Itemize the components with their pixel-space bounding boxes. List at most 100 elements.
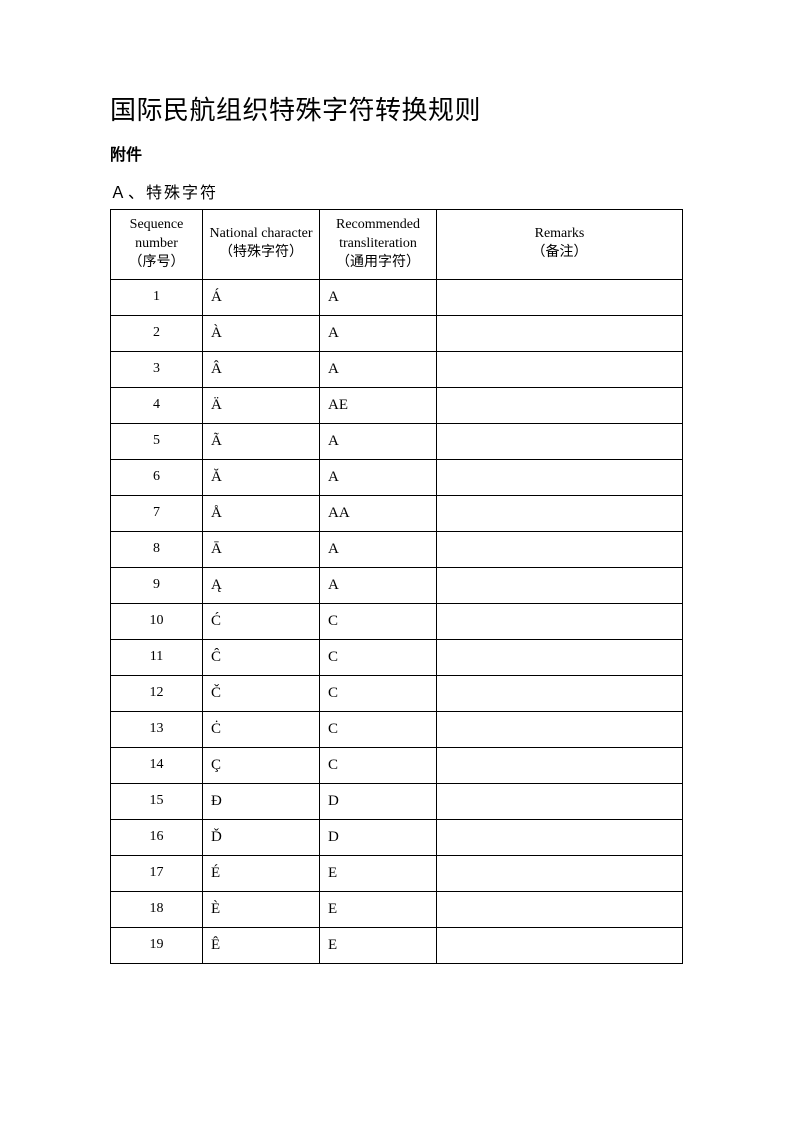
sequence-cell: 5 — [111, 423, 203, 459]
remarks-cell — [437, 711, 683, 747]
remarks-cell — [437, 531, 683, 567]
transliteration-cell: C — [320, 747, 437, 783]
transliteration-cell: C — [320, 711, 437, 747]
character-cell: Ċ — [203, 711, 320, 747]
character-cell: É — [203, 855, 320, 891]
transliteration-cell: A — [320, 567, 437, 603]
transliteration-table: Sequence number （序号） National character … — [110, 209, 683, 964]
character-cell: Ā — [203, 531, 320, 567]
character-cell: Đ — [203, 783, 320, 819]
transliteration-cell: E — [320, 927, 437, 963]
remarks-cell — [437, 423, 683, 459]
subtitle: 附件 — [110, 141, 683, 165]
transliteration-cell: C — [320, 675, 437, 711]
col-header-transliteration-zh: （通用字符） — [336, 255, 420, 270]
col-header-character-en: National character — [210, 226, 313, 241]
col-header-sequence: Sequence number （序号） — [111, 210, 203, 280]
sequence-cell: 6 — [111, 459, 203, 495]
character-cell: Ď — [203, 819, 320, 855]
sequence-cell: 7 — [111, 495, 203, 531]
character-cell: Ã — [203, 423, 320, 459]
table-header-row: Sequence number （序号） National character … — [111, 210, 683, 280]
character-cell: È — [203, 891, 320, 927]
remarks-cell — [437, 891, 683, 927]
col-header-sequence-zh: （序号） — [129, 255, 185, 270]
remarks-cell — [437, 459, 683, 495]
sequence-cell: 18 — [111, 891, 203, 927]
character-cell: À — [203, 315, 320, 351]
table-row: 18ÈE — [111, 891, 683, 927]
table-row: 1ÁA — [111, 279, 683, 315]
table-row: 4ÄAE — [111, 387, 683, 423]
character-cell: Å — [203, 495, 320, 531]
transliteration-cell: A — [320, 423, 437, 459]
table-row: 6ĂA — [111, 459, 683, 495]
transliteration-cell: A — [320, 279, 437, 315]
sequence-cell: 8 — [111, 531, 203, 567]
sequence-cell: 11 — [111, 639, 203, 675]
sequence-cell: 16 — [111, 819, 203, 855]
transliteration-cell: D — [320, 783, 437, 819]
col-header-remarks-en: Remarks — [535, 226, 585, 241]
col-header-character-zh: （特殊字符） — [219, 245, 303, 260]
remarks-cell — [437, 279, 683, 315]
transliteration-cell: A — [320, 315, 437, 351]
col-header-character: National character （特殊字符） — [203, 210, 320, 280]
remarks-cell — [437, 639, 683, 675]
sequence-cell: 3 — [111, 351, 203, 387]
character-cell: Č — [203, 675, 320, 711]
table-row: 2ÀA — [111, 315, 683, 351]
character-cell: Ą — [203, 567, 320, 603]
remarks-cell — [437, 675, 683, 711]
remarks-cell — [437, 315, 683, 351]
sequence-cell: 9 — [111, 567, 203, 603]
character-cell: Ă — [203, 459, 320, 495]
table-row: 14ÇC — [111, 747, 683, 783]
sequence-cell: 13 — [111, 711, 203, 747]
col-header-remarks: Remarks （备注） — [437, 210, 683, 280]
table-row: 12ČC — [111, 675, 683, 711]
col-header-remarks-zh: （备注） — [532, 245, 588, 260]
remarks-cell — [437, 495, 683, 531]
table-row: 7ÅAA — [111, 495, 683, 531]
sequence-cell: 17 — [111, 855, 203, 891]
character-cell: Â — [203, 351, 320, 387]
table-row: 8ĀA — [111, 531, 683, 567]
character-cell: Ç — [203, 747, 320, 783]
page-title: 国际民航组织特殊字符转换规则 — [110, 90, 683, 127]
transliteration-cell: D — [320, 819, 437, 855]
remarks-cell — [437, 855, 683, 891]
remarks-cell — [437, 567, 683, 603]
sequence-cell: 1 — [111, 279, 203, 315]
transliteration-cell: A — [320, 459, 437, 495]
transliteration-cell: A — [320, 351, 437, 387]
remarks-cell — [437, 387, 683, 423]
sequence-cell: 14 — [111, 747, 203, 783]
character-cell: Ĉ — [203, 639, 320, 675]
table-row: 17ÉE — [111, 855, 683, 891]
remarks-cell — [437, 747, 683, 783]
remarks-cell — [437, 351, 683, 387]
table-row: 13ĊC — [111, 711, 683, 747]
section-label: Ａ、特殊字符 — [110, 179, 683, 203]
character-cell: Ä — [203, 387, 320, 423]
table-row: 16ĎD — [111, 819, 683, 855]
table-row: 10ĆC — [111, 603, 683, 639]
sequence-cell: 2 — [111, 315, 203, 351]
character-cell: Á — [203, 279, 320, 315]
col-header-sequence-en: Sequence number — [130, 217, 184, 251]
remarks-cell — [437, 783, 683, 819]
col-header-transliteration: Recommended transliteration （通用字符） — [320, 210, 437, 280]
remarks-cell — [437, 927, 683, 963]
table-row: 19ÊE — [111, 927, 683, 963]
transliteration-cell: A — [320, 531, 437, 567]
sequence-cell: 19 — [111, 927, 203, 963]
table-row: 3ÂA — [111, 351, 683, 387]
col-header-transliteration-en: Recommended transliteration — [336, 217, 420, 251]
table-body: 1ÁA2ÀA3ÂA4ÄAE5ÃA6ĂA7ÅAA8ĀA9ĄA10ĆC11ĈC12Č… — [111, 279, 683, 963]
table-row: 9ĄA — [111, 567, 683, 603]
transliteration-cell: C — [320, 603, 437, 639]
transliteration-cell: AA — [320, 495, 437, 531]
character-cell: Ê — [203, 927, 320, 963]
sequence-cell: 12 — [111, 675, 203, 711]
